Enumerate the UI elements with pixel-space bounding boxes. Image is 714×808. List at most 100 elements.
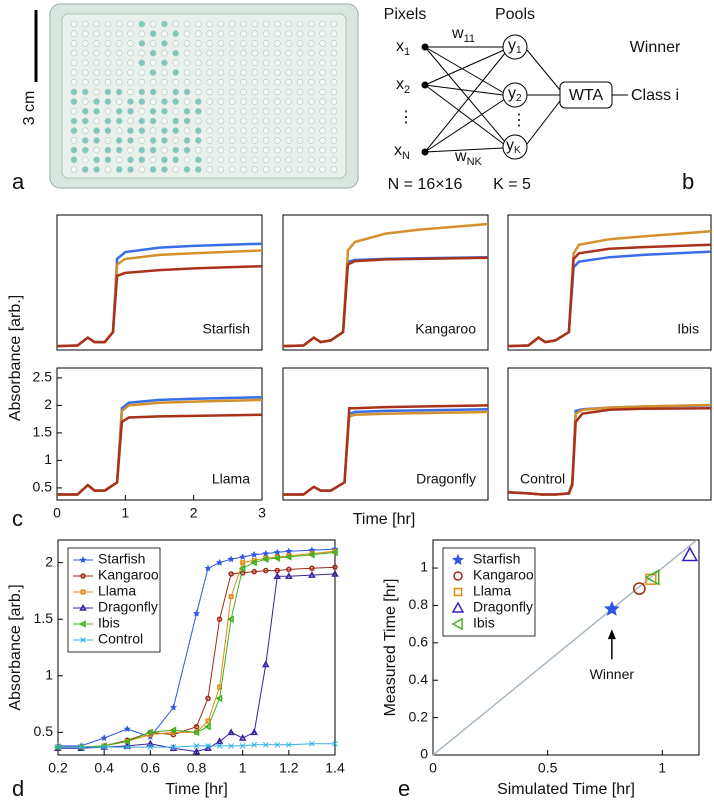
diagram-heading: Winner [630, 39, 681, 56]
well [195, 146, 202, 154]
well [138, 166, 146, 173]
well [330, 78, 338, 86]
well [104, 98, 112, 105]
well [195, 108, 202, 115]
well [274, 59, 281, 67]
series-line [282, 256, 489, 348]
well [127, 127, 134, 134]
marker [261, 660, 270, 668]
y-tick-label: 2 [45, 553, 53, 569]
legend-label: Dragonfly [98, 599, 158, 615]
well [240, 127, 247, 134]
well [138, 88, 146, 96]
marker [227, 555, 235, 563]
well [183, 30, 191, 38]
well [172, 156, 179, 164]
well [104, 49, 112, 57]
y-tick-label: 0.6 [409, 634, 429, 650]
marker [205, 743, 211, 749]
marker [332, 564, 338, 570]
well [93, 108, 100, 115]
marker [193, 743, 200, 749]
well [138, 30, 146, 38]
well [217, 49, 225, 57]
well [285, 88, 293, 96]
y-tick-label: 0.2 [409, 708, 429, 724]
well [93, 127, 100, 134]
well [274, 49, 281, 57]
well [115, 98, 123, 105]
panel-label: c [12, 506, 23, 531]
well [82, 59, 89, 67]
well [262, 156, 270, 164]
marker [239, 553, 247, 561]
well [195, 30, 202, 38]
well [161, 69, 168, 76]
chart-title: Llama [212, 471, 250, 487]
well [104, 117, 112, 125]
marker [308, 571, 316, 578]
marker [204, 744, 212, 751]
well [228, 146, 236, 154]
edge [424, 84, 504, 96]
well [319, 137, 326, 144]
well [228, 166, 236, 173]
well [195, 59, 202, 67]
well [330, 40, 338, 47]
well [149, 117, 157, 125]
marker [204, 564, 212, 572]
well [274, 146, 281, 154]
node-label: yK [506, 137, 521, 155]
well [161, 78, 168, 86]
well [206, 20, 213, 28]
y-tick-label: 1.5 [34, 610, 54, 626]
well [330, 117, 338, 125]
plot-area [507, 367, 712, 501]
well [274, 156, 281, 164]
legend-marker [79, 603, 87, 611]
node-label: y1 [508, 37, 522, 55]
well [93, 40, 100, 47]
plate-photo [49, 3, 359, 189]
well [296, 20, 304, 28]
marker [681, 546, 699, 562]
marker [250, 558, 257, 567]
well [274, 20, 281, 28]
well [206, 137, 213, 144]
well [228, 88, 236, 96]
well [262, 49, 270, 57]
annotation-arrowhead [607, 629, 616, 640]
x-tick-label: 0 [53, 505, 61, 521]
well [70, 49, 78, 57]
well [93, 137, 100, 144]
y-axis-label: Absorbance [arb.] [7, 584, 24, 710]
plot-area [56, 214, 263, 351]
well [138, 108, 146, 115]
well [115, 108, 123, 115]
well [70, 88, 78, 96]
well [115, 137, 123, 144]
well [240, 30, 247, 38]
well [206, 40, 213, 47]
well [228, 127, 236, 134]
x-tick-label: 0.4 [94, 760, 114, 776]
well [195, 40, 202, 47]
well [161, 108, 168, 115]
x-tick-label: 0 [429, 760, 437, 776]
well [195, 78, 202, 86]
well [82, 108, 89, 115]
marker [216, 743, 223, 749]
well [127, 49, 134, 57]
marker [309, 740, 315, 747]
marker [331, 569, 339, 577]
well [217, 88, 225, 96]
well [183, 127, 191, 134]
well [307, 98, 315, 105]
well [104, 166, 112, 173]
marker [55, 744, 61, 750]
well [161, 156, 168, 164]
well [330, 88, 338, 96]
marker [274, 741, 281, 748]
well [307, 40, 315, 47]
y-tick-label: 1 [420, 559, 428, 575]
